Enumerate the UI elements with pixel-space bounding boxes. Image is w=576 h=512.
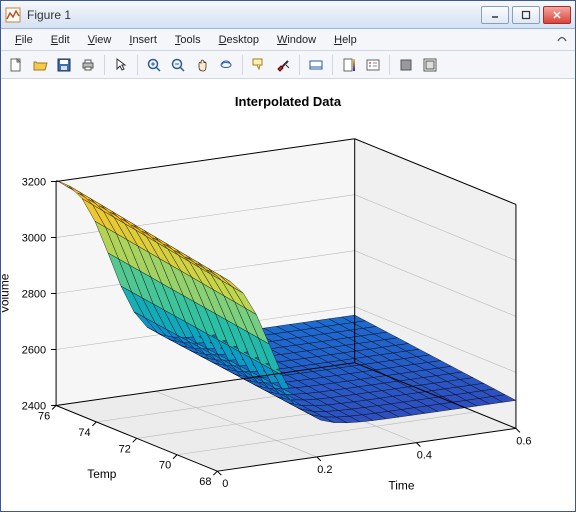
svg-text:68: 68 <box>199 476 211 488</box>
print-button[interactable] <box>77 54 99 76</box>
zoom-out-button[interactable] <box>167 54 189 76</box>
close-button[interactable] <box>543 6 571 24</box>
svg-text:Temp: Temp <box>87 467 117 481</box>
menu-edit[interactable]: Edit <box>43 32 78 48</box>
menu-window[interactable]: Window <box>269 32 324 48</box>
menu-insert[interactable]: Insert <box>121 32 165 48</box>
new-figure-button[interactable] <box>5 54 27 76</box>
toolbar <box>1 51 575 79</box>
open-button[interactable] <box>29 54 51 76</box>
window-title: Figure 1 <box>27 8 481 22</box>
toolbar-separator <box>299 55 300 75</box>
svg-text:70: 70 <box>159 460 171 472</box>
svg-text:0: 0 <box>222 478 228 490</box>
svg-text:0.2: 0.2 <box>317 464 332 476</box>
dock-toggle-icon[interactable] <box>555 32 569 46</box>
toolbar-separator <box>389 55 390 75</box>
save-button[interactable] <box>53 54 75 76</box>
figure-window: Figure 1 File Edit View Insert Tools Des… <box>0 0 576 512</box>
svg-text:Time: Time <box>388 479 414 493</box>
menu-view[interactable]: View <box>80 32 120 48</box>
surface-plot[interactable]: 00.20.40.6687072747624002600280030003200… <box>2 80 574 510</box>
zoom-in-button[interactable] <box>143 54 165 76</box>
menu-tools[interactable]: Tools <box>167 32 209 48</box>
toolbar-separator <box>104 55 105 75</box>
legend-button[interactable] <box>362 54 384 76</box>
window-buttons <box>481 6 571 24</box>
toolbar-separator <box>137 55 138 75</box>
svg-text:74: 74 <box>78 427 90 439</box>
svg-text:2600: 2600 <box>22 344 46 356</box>
svg-text:3200: 3200 <box>22 177 46 189</box>
toolbar-separator <box>332 55 333 75</box>
menu-desktop[interactable]: Desktop <box>211 32 267 48</box>
titlebar[interactable]: Figure 1 <box>1 1 575 29</box>
svg-text:0.6: 0.6 <box>516 435 531 447</box>
menubar: File Edit View Insert Tools Desktop Wind… <box>1 29 575 51</box>
svg-text:Volume: Volume <box>2 273 11 313</box>
svg-text:3000: 3000 <box>22 232 46 244</box>
toolbar-separator <box>242 55 243 75</box>
svg-text:2800: 2800 <box>22 288 46 300</box>
colorbar-button[interactable] <box>338 54 360 76</box>
menu-help[interactable]: Help <box>326 32 365 48</box>
hide-tools-button[interactable] <box>395 54 417 76</box>
svg-text:2400: 2400 <box>22 400 46 412</box>
show-tools-button[interactable] <box>419 54 441 76</box>
pointer-button[interactable] <box>110 54 132 76</box>
rotate-button[interactable] <box>215 54 237 76</box>
minimize-button[interactable] <box>481 6 509 24</box>
datatip-button[interactable] <box>248 54 270 76</box>
svg-text:72: 72 <box>119 443 131 455</box>
brush-button[interactable] <box>272 54 294 76</box>
pan-button[interactable] <box>191 54 213 76</box>
svg-text:0.4: 0.4 <box>417 450 432 462</box>
app-icon <box>5 7 21 23</box>
link-button[interactable] <box>305 54 327 76</box>
plot-area[interactable]: Interpolated Data 00.20.40.6687072747624… <box>2 80 574 510</box>
maximize-button[interactable] <box>512 6 540 24</box>
menu-file[interactable]: File <box>7 32 41 48</box>
